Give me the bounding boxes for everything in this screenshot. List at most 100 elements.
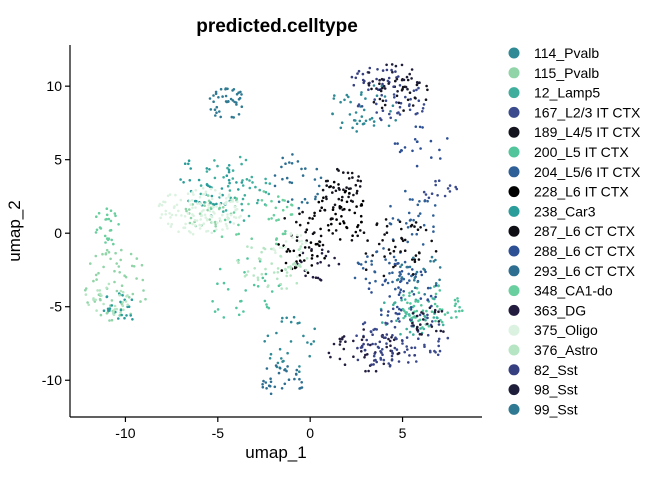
point bbox=[273, 385, 277, 389]
point bbox=[401, 87, 404, 91]
point bbox=[183, 215, 187, 218]
point bbox=[305, 228, 309, 231]
point bbox=[250, 175, 254, 179]
point bbox=[177, 230, 180, 233]
point bbox=[191, 203, 194, 206]
point bbox=[402, 290, 406, 293]
point bbox=[135, 257, 139, 260]
point bbox=[387, 76, 391, 80]
point bbox=[277, 195, 280, 198]
point bbox=[267, 284, 270, 287]
point bbox=[197, 178, 201, 182]
point bbox=[338, 238, 342, 241]
point bbox=[316, 242, 319, 246]
point bbox=[126, 294, 129, 297]
point bbox=[345, 200, 349, 204]
point bbox=[104, 252, 108, 256]
point bbox=[334, 229, 338, 232]
point bbox=[381, 348, 384, 351]
point bbox=[107, 282, 111, 286]
point bbox=[352, 355, 355, 359]
point bbox=[312, 340, 316, 343]
point bbox=[207, 203, 210, 207]
point bbox=[398, 105, 402, 109]
point bbox=[402, 308, 405, 311]
point bbox=[199, 192, 203, 196]
point bbox=[120, 313, 123, 317]
point bbox=[392, 265, 395, 269]
point bbox=[279, 282, 283, 286]
point bbox=[209, 187, 213, 191]
point bbox=[438, 266, 442, 269]
point bbox=[387, 248, 391, 251]
point bbox=[439, 329, 443, 333]
point bbox=[400, 270, 404, 273]
point bbox=[390, 349, 394, 353]
point bbox=[399, 265, 402, 269]
point bbox=[250, 237, 253, 240]
point bbox=[406, 240, 410, 244]
point bbox=[378, 88, 382, 92]
point bbox=[322, 196, 325, 199]
point bbox=[419, 297, 423, 300]
point bbox=[113, 304, 117, 308]
point bbox=[205, 167, 209, 170]
point bbox=[339, 126, 343, 130]
point bbox=[226, 87, 229, 91]
point bbox=[209, 201, 212, 204]
point bbox=[278, 246, 282, 249]
x-tick-label: 0 bbox=[306, 425, 314, 441]
point bbox=[183, 226, 187, 229]
point bbox=[127, 296, 131, 299]
point bbox=[363, 348, 367, 352]
point bbox=[294, 264, 298, 267]
point bbox=[357, 175, 360, 178]
point bbox=[412, 333, 415, 336]
point bbox=[382, 362, 386, 366]
point bbox=[261, 383, 264, 386]
point bbox=[120, 284, 124, 288]
point bbox=[407, 361, 410, 364]
point bbox=[277, 243, 280, 246]
point bbox=[391, 307, 395, 311]
point bbox=[366, 353, 369, 356]
point bbox=[94, 298, 97, 302]
point bbox=[371, 333, 374, 337]
point bbox=[263, 299, 267, 303]
point bbox=[407, 211, 411, 215]
point bbox=[234, 208, 237, 212]
point bbox=[434, 250, 438, 253]
point bbox=[232, 215, 236, 219]
point bbox=[244, 158, 248, 162]
point bbox=[354, 119, 357, 122]
point bbox=[389, 110, 392, 113]
point bbox=[370, 263, 374, 266]
point bbox=[237, 261, 240, 265]
point bbox=[356, 346, 359, 350]
point bbox=[235, 306, 238, 310]
point bbox=[395, 94, 399, 98]
point bbox=[418, 251, 421, 255]
point bbox=[206, 229, 210, 233]
point bbox=[388, 222, 392, 225]
point bbox=[237, 223, 240, 227]
point bbox=[434, 295, 437, 299]
point bbox=[258, 188, 262, 192]
point bbox=[120, 248, 123, 252]
point bbox=[209, 108, 213, 111]
point bbox=[269, 380, 273, 384]
point bbox=[351, 176, 354, 179]
point bbox=[212, 100, 215, 103]
point bbox=[214, 90, 218, 94]
y-tick-label: -5 bbox=[50, 299, 63, 315]
point bbox=[339, 340, 342, 343]
point bbox=[345, 93, 349, 97]
point bbox=[383, 87, 387, 90]
point bbox=[228, 189, 232, 192]
point bbox=[219, 87, 223, 91]
point bbox=[359, 179, 363, 183]
point bbox=[330, 222, 333, 226]
point bbox=[389, 116, 393, 120]
point bbox=[105, 295, 109, 298]
point bbox=[354, 230, 358, 234]
